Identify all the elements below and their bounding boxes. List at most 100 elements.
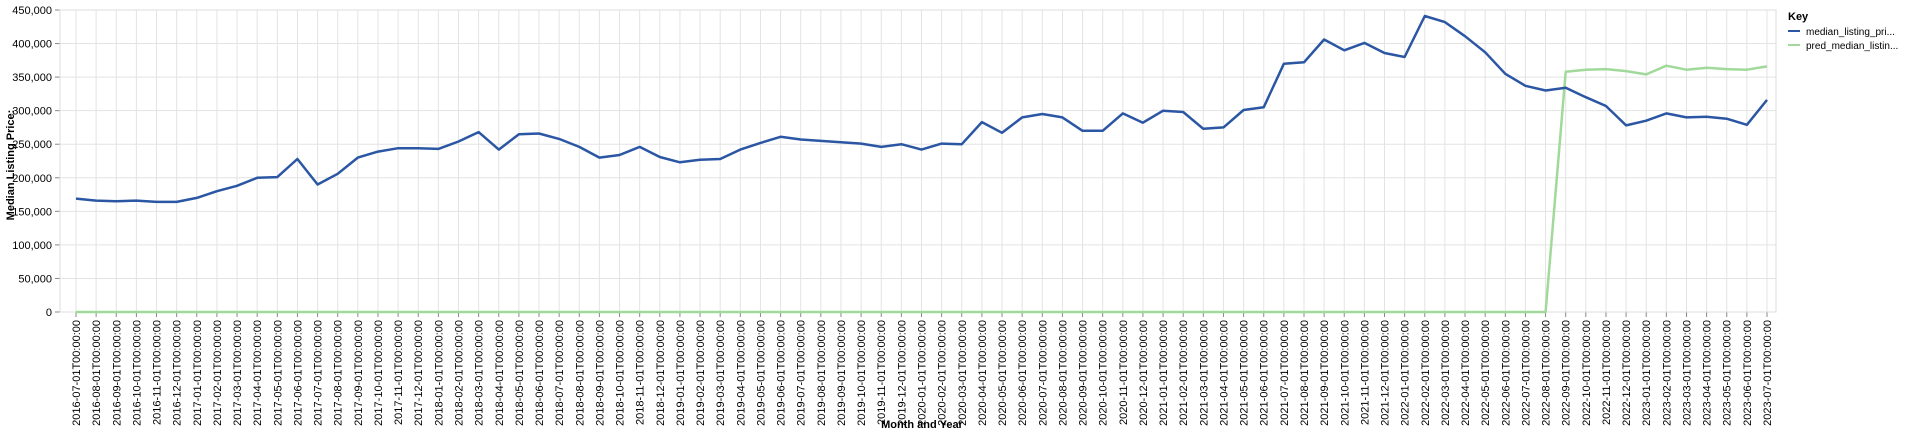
- x-tick-label: 2021-01-01T00:00:00: [1158, 320, 1170, 426]
- x-tick-label: 2017-04-01T00:00:00: [252, 320, 264, 426]
- y-tick-label: 350,000: [12, 72, 52, 84]
- x-tick-label: 2018-01-01T00:00:00: [433, 320, 445, 426]
- x-tick-label: 2019-09-01T00:00:00: [836, 320, 848, 426]
- x-tick-label: 2019-05-01T00:00:00: [755, 320, 767, 426]
- x-tick-label: 2017-05-01T00:00:00: [272, 320, 284, 426]
- x-tick-label: 2021-08-01T00:00:00: [1299, 320, 1311, 426]
- x-tick-label: 2019-10-01T00:00:00: [856, 320, 868, 426]
- x-tick-label: 2022-02-01T00:00:00: [1420, 320, 1432, 426]
- x-tick-label: 2017-03-01T00:00:00: [232, 320, 244, 426]
- x-tick-label: 2022-03-01T00:00:00: [1440, 320, 1452, 426]
- x-tick-label: 2016-07-01T00:00:00: [71, 320, 83, 426]
- x-tick-label: 2021-02-01T00:00:00: [1178, 320, 1190, 426]
- x-tick-label: 2022-12-01T00:00:00: [1621, 320, 1633, 426]
- x-tick-label: 2021-11-01T00:00:00: [1359, 320, 1371, 425]
- series-line: [75, 14, 1768, 204]
- x-tick-label: 2017-08-01T00:00:00: [333, 320, 345, 426]
- x-tick-label: 2022-10-01T00:00:00: [1581, 320, 1593, 426]
- x-tick-label: 2019-07-01T00:00:00: [796, 320, 808, 426]
- x-tick-label: 2022-05-01T00:00:00: [1480, 320, 1492, 426]
- x-tick-label: 2023-03-01T00:00:00: [1681, 320, 1693, 426]
- x-tick-label: 2017-10-01T00:00:00: [373, 320, 385, 426]
- x-tick-label: 2020-06-01T00:00:00: [1017, 320, 1029, 426]
- x-tick-label: 2021-06-01T00:00:00: [1259, 320, 1271, 426]
- x-tick-label: 2023-02-01T00:00:00: [1661, 320, 1673, 426]
- x-tick-label: 2022-09-01T00:00:00: [1561, 320, 1573, 426]
- legend-label: median_listing_pri...: [1806, 27, 1895, 38]
- x-tick-label: 2019-02-01T00:00:00: [695, 320, 707, 426]
- x-tick-label: 2019-01-01T00:00:00: [675, 320, 687, 426]
- x-tick-label: 2018-08-01T00:00:00: [574, 320, 586, 426]
- x-tick-label: 2020-10-01T00:00:00: [1098, 320, 1110, 426]
- x-tick-label: 2021-04-01T00:00:00: [1218, 320, 1230, 426]
- y-tick-label: 100,000: [12, 240, 52, 252]
- x-tick-label: 2022-11-01T00:00:00: [1601, 320, 1613, 425]
- x-tick-label: 2016-12-01T00:00:00: [172, 320, 184, 426]
- y-tick-label: 300,000: [12, 106, 52, 118]
- y-tick-label: 0: [46, 307, 52, 319]
- x-tick-label: 2020-01-01T00:00:00: [917, 320, 929, 426]
- y-axis: 0 50,000 100,000 150,000 200,000 250,000 300,0…: [12, 5, 60, 319]
- legend-title: Key: [1788, 11, 1809, 23]
- x-tick-label: 2022-01-01T00:00:00: [1400, 320, 1412, 426]
- x-tick-label: 2022-06-01T00:00:00: [1500, 320, 1512, 426]
- x-tick-label: 2018-11-01T00:00:00: [635, 320, 647, 425]
- x-tick-label: 2020-11-01T00:00:00: [1118, 320, 1130, 425]
- x-tick-label: 2017-07-01T00:00:00: [313, 320, 325, 426]
- x-tick-label: 2023-06-01T00:00:00: [1742, 320, 1754, 426]
- y-tick-label: 50,000: [18, 273, 52, 285]
- x-tick-label: 2018-09-01T00:00:00: [594, 320, 606, 426]
- x-tick-label: 2018-07-01T00:00:00: [554, 320, 566, 426]
- x-tick-label: 2017-12-01T00:00:00: [413, 320, 425, 426]
- x-tick-label: 2021-05-01T00:00:00: [1239, 320, 1251, 426]
- x-tick-label: 2023-05-01T00:00:00: [1722, 320, 1734, 426]
- x-tick-label: 2022-07-01T00:00:00: [1520, 320, 1532, 426]
- x-tick-label: 2019-12-01T00:00:00: [896, 320, 908, 426]
- x-tick-label: 2021-12-01T00:00:00: [1380, 320, 1392, 426]
- x-tick-label: 2017-01-01T00:00:00: [192, 320, 204, 426]
- x-tick-label: 2020-05-01T00:00:00: [997, 320, 1009, 426]
- x-tick-label: 2016-08-01T00:00:00: [91, 320, 103, 426]
- x-tick-label: 2018-12-01T00:00:00: [655, 320, 667, 426]
- x-tick-label: 2022-08-01T00:00:00: [1541, 320, 1553, 426]
- x-tick-label: 2020-03-01T00:00:00: [957, 320, 969, 426]
- x-tick-label: 2019-03-01T00:00:00: [715, 320, 727, 426]
- x-tick-label: 2018-05-01T00:00:00: [514, 320, 526, 426]
- x-tick-label: 2023-01-01T00:00:00: [1641, 320, 1653, 426]
- x-tick-label: 2021-03-01T00:00:00: [1198, 320, 1210, 426]
- x-axis-title: Month and Year: [881, 419, 963, 431]
- x-tick-label: 2019-06-01T00:00:00: [776, 320, 788, 426]
- y-tick-label: 200,000: [12, 173, 52, 185]
- y-tick-label: 250,000: [12, 139, 52, 151]
- legend-label: pred_median_listin...: [1806, 41, 1898, 52]
- legend: Key median_listing_pri... pred_median_lis…: [1788, 11, 1898, 52]
- x-tick-label: 2017-09-01T00:00:00: [353, 320, 365, 426]
- x-tick-label: 2017-11-01T00:00:00: [393, 320, 405, 425]
- x-tick-label: 2023-07-01T00:00:00: [1762, 320, 1774, 426]
- legend-items: median_listing_pri... pred_median_listin.…: [1788, 27, 1898, 52]
- x-tick-label: 2019-11-01T00:00:00: [876, 320, 888, 425]
- y-tick-label: 400,000: [12, 39, 52, 51]
- x-tick-label: 2020-09-01T00:00:00: [1078, 320, 1090, 426]
- series-line: [76, 64, 1768, 314]
- x-tick-label: 2020-08-01T00:00:00: [1057, 320, 1069, 426]
- gridlines: [60, 9, 1776, 313]
- y-tick-label: 450,000: [12, 5, 52, 17]
- x-tick-label: 2023-04-01T00:00:00: [1702, 320, 1714, 426]
- x-tick-label: 2020-07-01T00:00:00: [1037, 320, 1049, 426]
- x-tick-label: 2017-02-01T00:00:00: [212, 320, 224, 426]
- x-tick-label: 2016-10-01T00:00:00: [131, 320, 143, 426]
- y-axis-title: Median Listing Price:: [5, 110, 17, 221]
- x-tick-label: 2021-07-01T00:00:00: [1279, 320, 1291, 426]
- x-tick-label: 2020-04-01T00:00:00: [977, 320, 989, 426]
- x-axis: 2016-07-01T00:00:00 2016-08-01T00:00:00 20…: [71, 312, 1774, 426]
- x-tick-label: 2021-09-01T00:00:00: [1319, 320, 1331, 426]
- x-tick-label: 2016-11-01T00:00:00: [152, 320, 164, 425]
- x-tick-label: 2018-06-01T00:00:00: [534, 320, 546, 426]
- x-tick-label: 2022-04-01T00:00:00: [1460, 320, 1472, 426]
- x-tick-label: 2020-12-01T00:00:00: [1138, 320, 1150, 426]
- x-tick-label: 2019-04-01T00:00:00: [735, 320, 747, 426]
- x-tick-label: 2021-10-01T00:00:00: [1339, 320, 1351, 426]
- x-tick-label: 2018-10-01T00:00:00: [615, 320, 627, 426]
